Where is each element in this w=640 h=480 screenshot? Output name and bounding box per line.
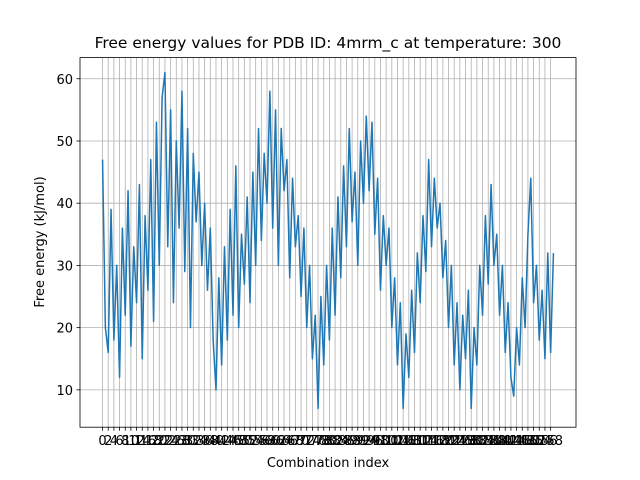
x-tick-label: 30 xyxy=(179,434,196,449)
x-tick-label: 74 xyxy=(304,434,321,449)
x-tick-label: 136 xyxy=(476,434,501,449)
data-line xyxy=(101,71,555,410)
y-tick-label: 20 xyxy=(56,322,73,337)
x-tick-label: 132 xyxy=(464,434,489,449)
x-tick-label: 76 xyxy=(310,434,327,449)
x-tick-label: 152 xyxy=(521,434,546,449)
x-tick-label: 48 xyxy=(230,434,247,449)
x-tick-label: 126 xyxy=(447,434,472,449)
x-tick-label: 110 xyxy=(402,434,427,449)
x-tick-label: 130 xyxy=(459,434,484,449)
x-tick-label: 90 xyxy=(350,434,367,449)
x-tick-label: 62 xyxy=(270,434,287,449)
x-tick-label: 24 xyxy=(162,434,179,449)
x-tick-label: 16 xyxy=(140,434,157,449)
x-tick-label: 94 xyxy=(361,434,378,449)
x-tick-label: 2 xyxy=(104,434,112,449)
x-tick-label: 10 xyxy=(123,434,140,449)
x-tick-label: 146 xyxy=(504,434,529,449)
x-tick-label: 46 xyxy=(225,434,242,449)
x-tick-label: 72 xyxy=(298,434,315,449)
x-tick-label: 100 xyxy=(374,434,399,449)
x-tick-label: 50 xyxy=(236,434,253,449)
x-tick-label: 144 xyxy=(499,434,524,449)
x-tick-label: 156 xyxy=(533,434,558,449)
x-tick-label: 158 xyxy=(538,434,563,449)
x-tick-label: 78 xyxy=(315,434,332,449)
x-tick-label: 118 xyxy=(425,434,450,449)
x-tick-label: 0 xyxy=(98,434,106,449)
x-tick-label: 26 xyxy=(168,434,185,449)
x-tick-label: 58 xyxy=(259,434,276,449)
x-tick-label: 142 xyxy=(493,434,518,449)
x-tick-label: 8 xyxy=(121,434,129,449)
x-tick-label: 52 xyxy=(242,434,259,449)
x-tick-label: 122 xyxy=(436,434,461,449)
x-tick-label: 70 xyxy=(293,434,310,449)
x-tick-label: 18 xyxy=(145,434,162,449)
x-tick-label: 154 xyxy=(527,434,552,449)
x-tick-label: 42 xyxy=(213,434,230,449)
x-tick-label: 96 xyxy=(367,434,384,449)
x-tick-label: 124 xyxy=(442,434,467,449)
x-tick-label: 44 xyxy=(219,434,236,449)
x-tick-label: 60 xyxy=(264,434,281,449)
x-tick-label: 34 xyxy=(191,434,208,449)
x-tick-label: 4 xyxy=(110,434,118,449)
x-tick-label: 32 xyxy=(185,434,202,449)
y-tick-label: 50 xyxy=(56,135,73,150)
x-tick-label: 88 xyxy=(344,434,361,449)
x-tick-label: 28 xyxy=(174,434,191,449)
x-tick-label: 108 xyxy=(396,434,421,449)
x-tick-label: 86 xyxy=(338,434,355,449)
y-axis-label: Free energy (kJ/mol) xyxy=(33,176,48,307)
y-tick-label: 40 xyxy=(56,197,73,212)
x-tick-label: 112 xyxy=(408,434,433,449)
x-tick-label: 102 xyxy=(379,434,404,449)
y-tick-label: 10 xyxy=(56,384,73,399)
x-tick-label: 68 xyxy=(287,434,304,449)
x-tick-label: 148 xyxy=(510,434,535,449)
x-tick-label: 106 xyxy=(391,434,416,449)
x-tick-label: 56 xyxy=(253,434,270,449)
x-tick-label: 20 xyxy=(151,434,168,449)
y-tick-label: 60 xyxy=(56,73,73,88)
x-axis-label: Combination index xyxy=(267,456,390,471)
x-tick-label: 140 xyxy=(487,434,512,449)
x-tick-label: 114 xyxy=(413,434,438,449)
x-tick-label: 38 xyxy=(202,434,219,449)
x-tick-label: 104 xyxy=(385,434,410,449)
x-tick-label: 64 xyxy=(276,434,293,449)
axes-frame xyxy=(79,57,577,428)
x-tick-label: 14 xyxy=(134,434,151,449)
x-tick-label: 134 xyxy=(470,434,495,449)
x-tick-label: 92 xyxy=(355,434,372,449)
x-tick-label: 150 xyxy=(516,434,541,449)
x-tick-label: 138 xyxy=(481,434,506,449)
x-tick-label: 116 xyxy=(419,434,444,449)
x-tick-label: 84 xyxy=(332,434,349,449)
x-tick-label: 66 xyxy=(281,434,298,449)
y-tick-label: 30 xyxy=(56,259,73,274)
x-tick-label: 12 xyxy=(128,434,145,449)
x-tick-label: 82 xyxy=(327,434,344,449)
x-tick-label: 40 xyxy=(208,434,225,449)
x-tick-label: 6 xyxy=(115,434,123,449)
x-tick-label: 54 xyxy=(247,434,264,449)
x-tick-label: 80 xyxy=(321,434,338,449)
x-tick-label: 98 xyxy=(372,434,389,449)
x-tick-label: 22 xyxy=(157,434,174,449)
x-tick-label: 128 xyxy=(453,434,478,449)
chart-title: Free energy values for PDB ID: 4mrm_c at… xyxy=(95,34,562,53)
x-tick-label: 120 xyxy=(430,434,455,449)
x-tick-label: 36 xyxy=(196,434,213,449)
